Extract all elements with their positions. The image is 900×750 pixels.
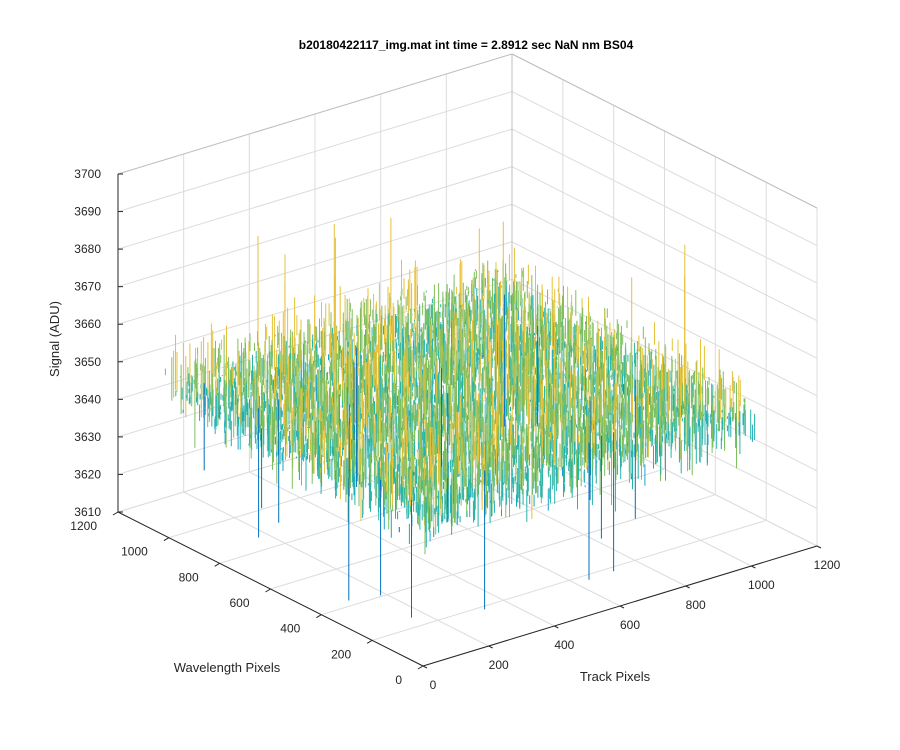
floor-grid-line bbox=[372, 519, 767, 641]
box-edge-line bbox=[511, 53, 818, 209]
right-wall-grid-line bbox=[511, 128, 818, 284]
right-wall-grid-line bbox=[511, 166, 818, 322]
surface-plot bbox=[164, 217, 756, 618]
box-edge-line bbox=[117, 53, 513, 175]
back-wall-grid-line bbox=[117, 203, 513, 325]
floor-grid-line bbox=[321, 494, 716, 616]
back-wall-grid-line bbox=[117, 128, 513, 250]
right-wall-grid-line bbox=[511, 91, 818, 247]
right-wall-grid-line bbox=[511, 203, 818, 359]
back-wall-grid-line bbox=[117, 166, 513, 288]
right-wall-grid-line bbox=[511, 241, 818, 397]
back-wall-grid-line bbox=[117, 91, 513, 213]
x-tick-mark bbox=[422, 665, 428, 669]
floor-grid-line bbox=[270, 468, 665, 590]
